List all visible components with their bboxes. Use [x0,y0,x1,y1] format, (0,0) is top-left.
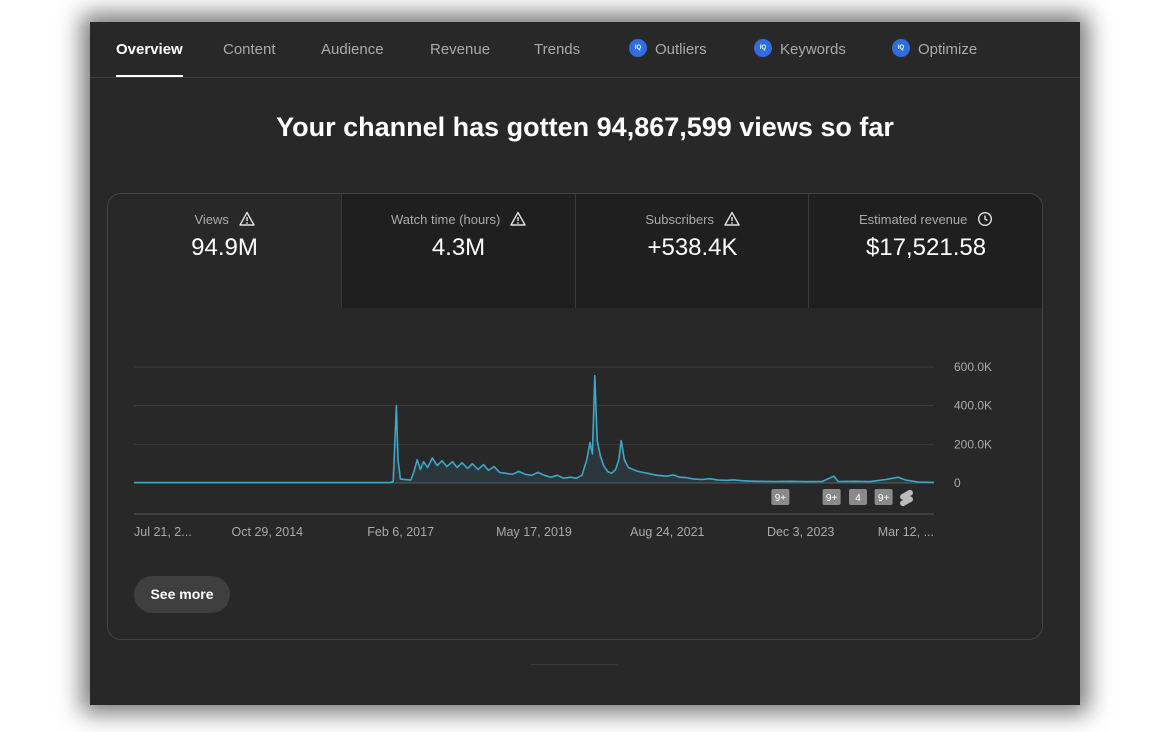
overview-card: Views 94.9M Watch time (hours) 4.3M [107,193,1043,640]
tab-label: Revenue [430,41,491,58]
shorts-icon-shape [900,489,913,507]
x-tick-label: Dec 3, 2023 [767,525,834,539]
vidiq-icon: IQ [892,39,910,58]
tab-outliers[interactable]: IQ Outliers [629,39,707,77]
metric-value: +538.4K [647,234,738,261]
tab-label: Content [223,41,276,58]
metric-value: $17,521.58 [865,234,987,261]
metric-subscribers[interactable]: Subscribers +538.4K [575,194,809,308]
x-tick-label: Jul 21, 2... [134,525,192,539]
metric-value: 4.3M [431,234,486,261]
warning-icon [510,211,526,226]
video-marker [874,489,893,505]
x-tick-label: Aug 24, 2021 [630,525,704,539]
metric-label: Watch time (hours) [342,211,575,228]
shorts-icon [900,489,913,507]
tab-overview[interactable]: Overview [116,41,183,77]
divider [531,664,617,665]
tab-label: Outliers [655,41,707,58]
tab-content[interactable]: Content [223,41,276,77]
views-chart-svg: 0 200.0K 400.0K 600.0K Jul 21, 2... Oct 29, 2… [134,360,992,539]
analytics-window: Overview Content Audience Revenue Trends… [90,22,1080,705]
video-marker [822,489,841,505]
metric-value: 94.9M [191,234,258,261]
x-tick-label: Mar 12, ... [878,525,934,539]
metric-label: Estimated revenue [809,211,1042,229]
tab-label: Optimize [918,41,978,58]
y-tick-label: 0 [954,476,961,490]
vidiq-icon: IQ [629,39,647,58]
metric-label-text: Estimated revenue [858,212,968,227]
x-tick-label: May 17, 2019 [496,525,572,539]
video-marker [849,489,867,505]
video-marker [771,489,790,505]
warning-icon [723,211,740,226]
clock-icon [978,211,993,226]
tab-label: Trends [534,41,581,58]
tab-audience[interactable]: Audience [321,41,384,77]
x-tick-label: Oct 29, 2014 [232,525,304,539]
tab-bar: Overview Content Audience Revenue Trends… [90,22,1080,78]
tab-trends[interactable]: Trends [534,41,580,77]
metric-views[interactable]: Views 94.9M [108,194,341,308]
metric-estimated-revenue[interactable]: Estimated revenue $17,521.58 [808,194,1042,308]
metric-label-text: Views [194,212,229,227]
views-chart: 0 200.0K 400.0K 600.0K Jul 21, 2... Oct 29, 2… [108,308,1042,548]
video-marker-label: 9+ [826,493,838,504]
metric-label-text: Subscribers [645,212,714,227]
metric-label-text: Watch time (hours) [391,212,501,227]
vidiq-icon: IQ [754,39,772,58]
metric-label: Subscribers [576,211,809,228]
warning-icon [238,211,255,226]
metric-watch-time[interactable]: Watch time (hours) 4.3M [341,194,575,308]
metric-label: Views [108,211,341,228]
tab-label: Overview [116,41,183,58]
views-line [134,374,935,484]
x-tick-label: Feb 6, 2017 [367,525,434,539]
video-marker-label: 9+ [775,493,787,504]
page-title: Your channel has gotten 94,867,599 views… [276,112,894,142]
see-more-button[interactable]: See more [134,576,230,613]
y-tick-label: 600.0K [954,360,992,374]
tab-revenue[interactable]: Revenue [430,41,490,77]
tab-optimize[interactable]: IQ Optimize [892,39,978,77]
tab-keywords[interactable]: IQ Keywords [754,39,846,77]
y-tick-label: 200.0K [954,437,992,451]
video-marker-label: 9+ [878,493,890,504]
tab-label: Keywords [780,41,846,58]
tab-label: Audience [321,41,384,58]
y-tick-label: 400.0K [954,399,992,413]
views-area [134,375,934,483]
video-marker-label: 4 [855,493,861,504]
